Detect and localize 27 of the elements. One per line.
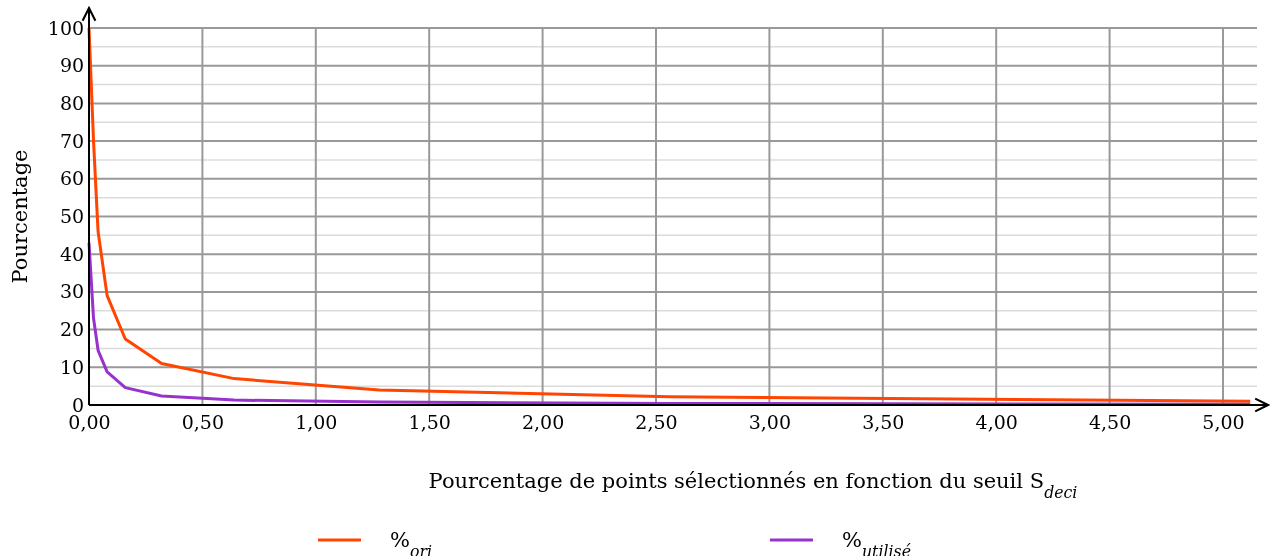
x-tick-label: 2,50: [635, 410, 678, 433]
x-tick-label: 5,00: [1202, 410, 1245, 433]
y-tick-label: 80: [59, 91, 85, 114]
y-tick-label: 60: [59, 167, 85, 190]
legend-label: %$_{utilisé}$: [842, 528, 911, 556]
x-tick-label: 1,50: [408, 410, 451, 433]
x-axis-title: Pourcentage de points sélectionnés en fonction du seuil S$_{deci}$: [428, 469, 1078, 502]
y-tick-label: 100: [47, 16, 85, 39]
y-tick-label: 0: [72, 393, 85, 416]
y-tick-label: 90: [59, 54, 85, 77]
line-series: [87, 241, 1252, 406]
y-tick-label: 20: [59, 318, 85, 341]
x-tick-label: 0,50: [181, 410, 225, 433]
x-tick-label: 1,00: [295, 410, 338, 433]
y-tick-label: 40: [59, 242, 85, 265]
x-tick-label: 3,00: [748, 410, 792, 433]
y-tick-label: 30: [59, 280, 85, 303]
y-tick-label: 50: [59, 205, 85, 228]
y-tick-label: 70: [59, 129, 85, 152]
legend-label: %$_{ori}$: [390, 528, 433, 556]
x-tick-label: 4,00: [975, 410, 1018, 433]
x-tick-label: 2,00: [521, 410, 565, 433]
x-tick-label: 4,50: [1088, 410, 1132, 433]
y-tick-label: 10: [59, 355, 85, 378]
line-series: [87, 26, 1252, 403]
y-axis-title: Pourcentage: [8, 149, 32, 284]
x-tick-label: 3,50: [862, 410, 905, 433]
